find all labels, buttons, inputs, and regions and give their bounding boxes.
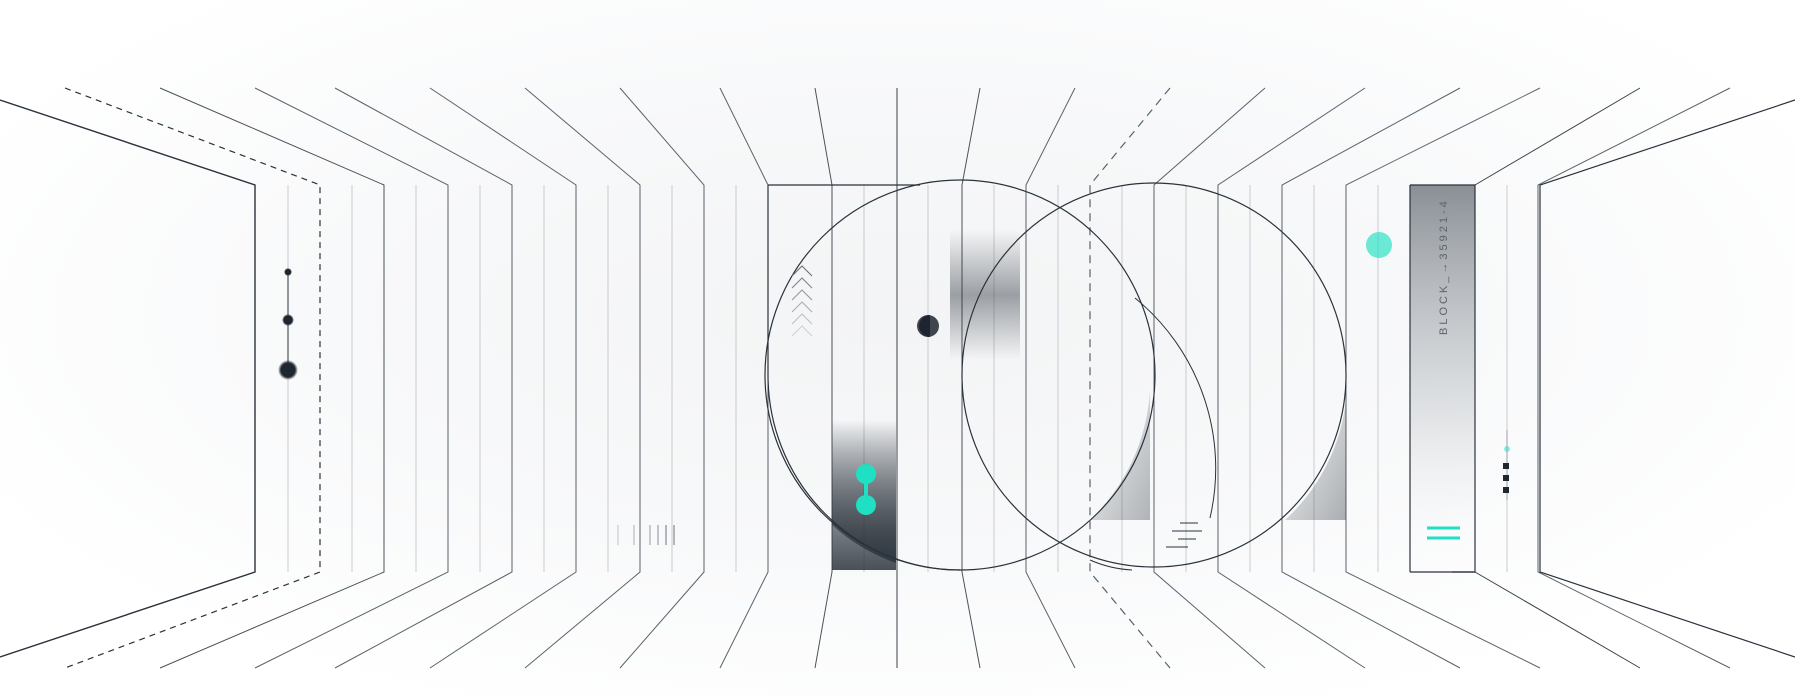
stagger-lines (1166, 522, 1202, 548)
dot-cluster-icon (1503, 430, 1510, 500)
block-panel (1410, 185, 1475, 572)
inner-arc (1134, 297, 1217, 519)
ring-left-shade (950, 230, 1020, 360)
dashed-path-left (64, 87, 321, 669)
dot-ladder (278, 268, 298, 380)
corridor-lines-left (0, 87, 898, 669)
dashed-path-right (1089, 87, 1171, 669)
chevron-stack-icon (791, 265, 813, 337)
ring-left-curve-shade (1090, 390, 1150, 520)
accent-dot (1366, 232, 1392, 258)
block-panel-frame (1410, 184, 1476, 573)
tick-marks (617, 525, 675, 545)
ring-right-curve-shade (1285, 400, 1346, 520)
ring-left (764, 179, 1156, 571)
corridor-lines-right (961, 87, 1795, 669)
ring-right (961, 182, 1347, 568)
double-bar-icon (1427, 526, 1460, 540)
barbell-icon (856, 464, 876, 515)
block-label: BLOCK_→35921-4 (1438, 198, 1450, 335)
bottom-arc (1089, 559, 1133, 571)
